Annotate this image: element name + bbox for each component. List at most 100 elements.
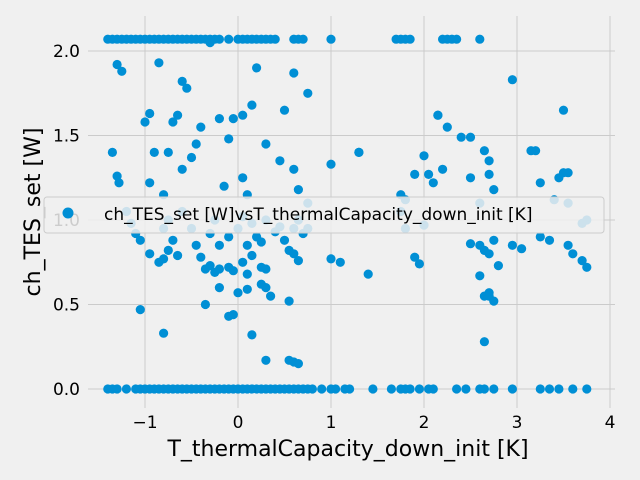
data-point	[489, 185, 499, 195]
data-point	[242, 269, 252, 279]
data-point	[465, 239, 476, 249]
y-axis-label: ch_TES_set [W]	[21, 128, 46, 297]
data-point	[233, 288, 243, 298]
data-point	[479, 146, 489, 156]
data-point	[517, 244, 527, 254]
data-point	[335, 257, 345, 267]
data-point	[526, 146, 536, 156]
data-point	[507, 240, 517, 250]
data-point	[214, 264, 224, 274]
data-point	[163, 245, 173, 255]
x-tick-label: 2	[419, 413, 430, 433]
data-point	[214, 240, 224, 250]
x-tick-labels: −1 0 1 2 3 4	[132, 413, 615, 433]
data-point	[489, 384, 499, 394]
data-point	[228, 266, 238, 276]
data-point	[479, 384, 489, 394]
data-point	[145, 108, 155, 119]
data-point	[475, 271, 485, 281]
data-point	[135, 235, 145, 245]
data-point	[461, 384, 471, 394]
data-point	[535, 384, 545, 394]
data-point	[214, 114, 224, 124]
data-point	[219, 181, 229, 191]
data-point	[177, 76, 187, 86]
data-point	[475, 34, 485, 44]
data-point	[568, 249, 578, 259]
data-point	[354, 147, 364, 157]
data-point	[419, 151, 429, 161]
data-point	[196, 252, 206, 262]
data-point	[303, 88, 313, 98]
data-point	[112, 384, 122, 394]
data-point	[112, 59, 122, 70]
data-point	[484, 156, 494, 166]
data-point	[479, 337, 489, 347]
data-point	[182, 83, 192, 93]
data-point	[224, 232, 234, 242]
y-tick-label: 2.0	[53, 42, 80, 62]
data-point	[145, 249, 155, 259]
data-point	[238, 257, 248, 267]
data-point	[331, 384, 341, 394]
data-point	[279, 235, 290, 245]
data-point	[345, 384, 355, 394]
x-axis-label: T_thermalCapacity_down_init [K]	[166, 437, 528, 462]
data-point	[558, 168, 569, 178]
data-point	[159, 254, 169, 264]
data-point	[205, 38, 215, 48]
data-point	[261, 355, 271, 365]
data-point	[149, 147, 159, 157]
data-point	[261, 283, 271, 293]
data-point	[256, 237, 266, 247]
legend-marker	[62, 207, 74, 219]
data-point	[465, 132, 476, 142]
data-point	[247, 100, 257, 110]
data-point	[489, 296, 499, 306]
data-point	[284, 296, 294, 306]
data-point	[507, 75, 517, 85]
data-point	[563, 240, 573, 250]
data-point	[410, 252, 420, 262]
data-point	[289, 249, 299, 259]
data-point	[247, 250, 257, 261]
data-point	[247, 330, 257, 340]
data-point	[368, 384, 378, 394]
data-point	[493, 261, 503, 271]
data-point	[228, 114, 238, 124]
data-point	[326, 34, 336, 44]
data-point	[242, 284, 252, 294]
data-point	[456, 132, 466, 142]
data-point	[135, 305, 145, 315]
x-tick-label: 0	[233, 413, 244, 433]
data-point	[293, 185, 303, 195]
x-tick-label: 3	[512, 413, 523, 433]
data-point	[293, 256, 303, 266]
data-point	[465, 173, 476, 183]
x-tick-label: 4	[605, 413, 616, 433]
scatter-points	[103, 34, 592, 394]
data-point	[289, 164, 299, 174]
data-point	[266, 291, 276, 301]
data-point	[544, 235, 555, 245]
data-point	[186, 152, 197, 163]
data-point	[326, 159, 336, 169]
data-point	[159, 328, 169, 338]
data-point	[577, 256, 587, 266]
data-point	[535, 232, 545, 242]
data-point	[224, 34, 234, 44]
data-point	[405, 34, 415, 44]
data-point	[554, 384, 564, 394]
data-point	[544, 384, 555, 394]
data-point	[275, 156, 285, 166]
data-point	[154, 58, 164, 68]
data-point	[363, 269, 373, 279]
data-point	[582, 262, 592, 272]
legend: ch_TES_set [W]vsT_thermalCapacity_down_i…	[43, 196, 605, 234]
data-point	[177, 164, 187, 174]
data-point	[452, 34, 462, 44]
data-point	[489, 235, 499, 245]
legend-label: ch_TES_set [W]vsT_thermalCapacity_down_i…	[104, 205, 532, 225]
y-tick-label: 0.0	[53, 380, 80, 400]
